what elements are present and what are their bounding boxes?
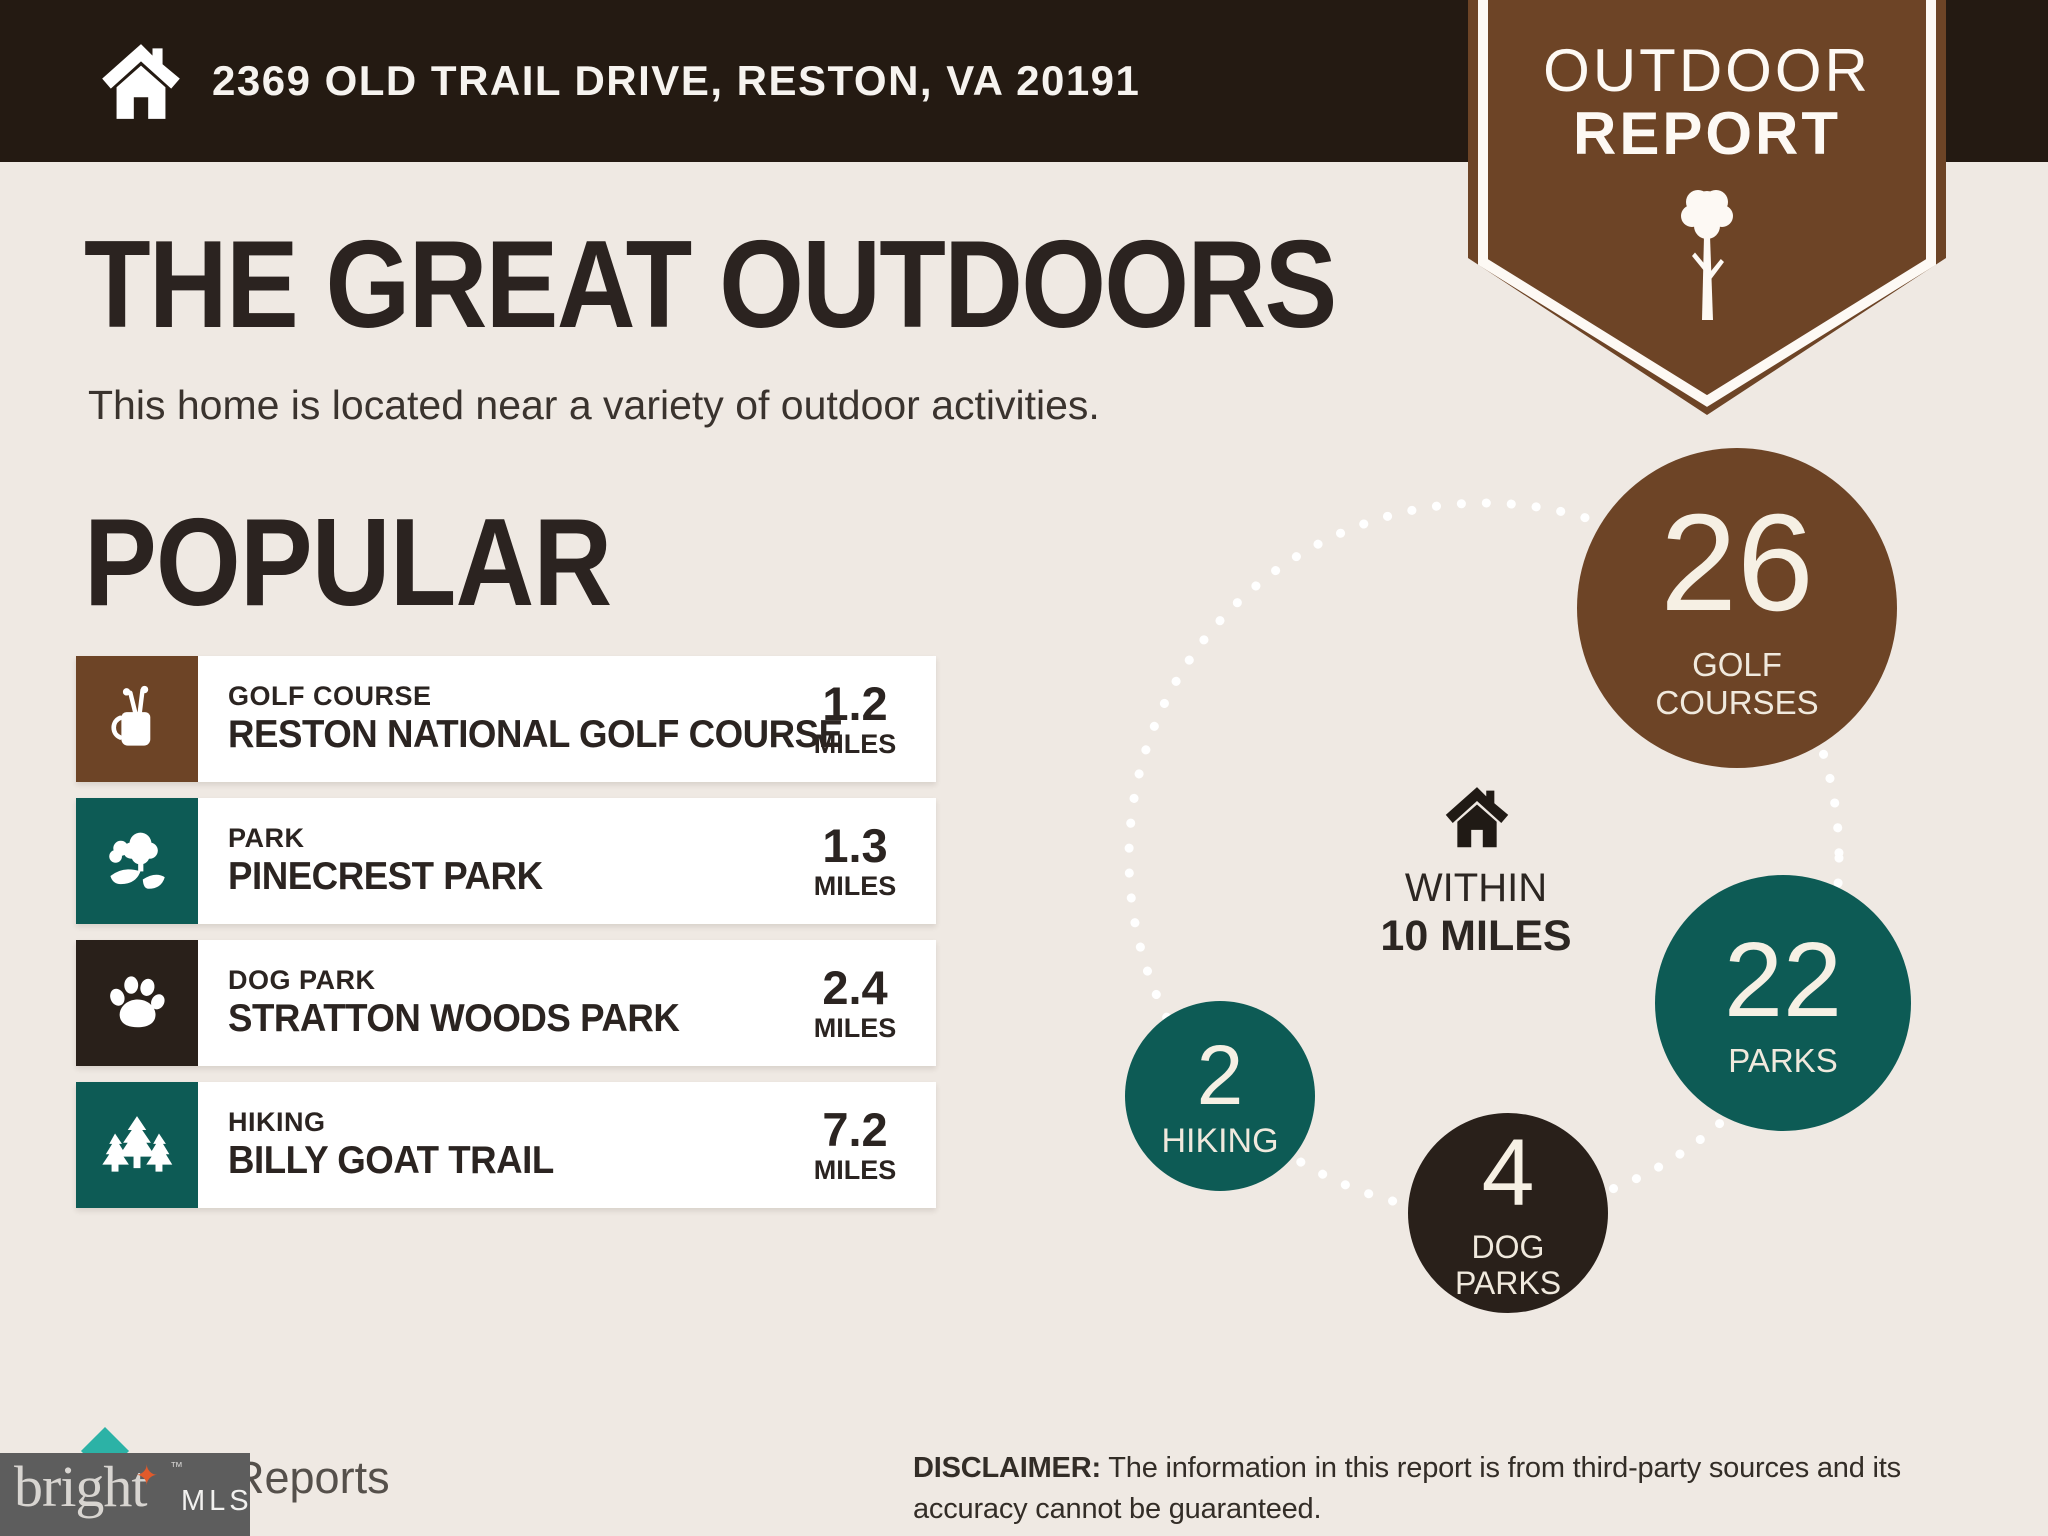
disclaimer-text: The information in this report is from t…	[913, 1452, 1901, 1525]
stat-label: COURSES	[1655, 684, 1819, 721]
poi-row-hiking: HIKING BILLY GOAT TRAIL 7.2 MILES	[76, 1082, 936, 1208]
brightmls-brand: bright	[14, 1454, 148, 1519]
brightmls-watermark: bright ✦ ™ MLS	[0, 1453, 250, 1536]
distance-value: 1.2	[822, 677, 888, 730]
poi-distance: 1.2 MILES	[780, 656, 936, 782]
poi-distance: 2.4 MILES	[780, 940, 936, 1066]
disclaimer: DISCLAIMER: The information in this repo…	[913, 1448, 1988, 1530]
hiking-tile	[76, 1082, 198, 1208]
radius-label-10-miles: 10 MILES	[1380, 912, 1572, 960]
poi-distance: 7.2 MILES	[780, 1082, 936, 1208]
poi-name: BILLY GOAT TRAIL	[228, 1139, 554, 1182]
tree-icon	[1681, 190, 1733, 320]
stat-dog-parks: 4 DOG PARKS	[1408, 1113, 1608, 1313]
home-location-icon	[1445, 787, 1509, 848]
radius-dotted-ring	[1124, 498, 1844, 1218]
page-title: THE GREAT OUTDOORS	[84, 216, 1337, 354]
page-subtitle: This home is located near a variety of o…	[88, 382, 1100, 428]
park-tile	[76, 798, 198, 924]
banner-line2: REPORT	[1572, 100, 1842, 167]
property-address: 2369 OLD TRAIL DRIVE, RESTON, VA 20191	[212, 57, 1141, 104]
distance-value: 2.4	[822, 961, 888, 1014]
distance-unit: MILES	[813, 1155, 897, 1185]
brightmls-suffix: MLS	[181, 1485, 253, 1517]
banner-line1: OUTDOOR	[1543, 37, 1871, 104]
stat-label: GOLF	[1692, 646, 1782, 683]
paw-print-icon	[110, 976, 165, 1028]
popular-heading: POPULAR	[84, 494, 612, 632]
distance-unit: MILES	[813, 871, 897, 901]
home-icon	[102, 44, 180, 119]
outdoor-report-banner: OUTDOOR REPORT	[1468, 0, 1946, 416]
golf-bag-icon	[111, 685, 151, 746]
stat-value: 22	[1724, 921, 1842, 1039]
trademark-symbol: ™	[170, 1459, 183, 1474]
poi-name: RESTON NATIONAL GOLF COURSE	[228, 713, 843, 756]
dog-park-tile	[76, 940, 198, 1066]
stat-value: 26	[1660, 486, 1814, 640]
poi-category: PARK	[228, 823, 305, 853]
poi-category: GOLF COURSE	[228, 681, 432, 711]
stat-label: PARKS	[1454, 1264, 1562, 1301]
stat-parks: 22 PARKS	[1655, 875, 1911, 1131]
stat-value: 2	[1196, 1028, 1244, 1122]
banner-ribbon	[1468, 0, 1946, 415]
disclaimer-label: DISCLAIMER:	[913, 1452, 1101, 1484]
poi-distance: 1.3 MILES	[780, 798, 936, 924]
pine-trees-icon	[102, 1116, 173, 1172]
radius-label-within: WITHIN	[1404, 866, 1548, 910]
poi-row-dog-park: DOG PARK STRATTON WOODS PARK 2.4 MILES	[76, 940, 936, 1066]
stat-value: 4	[1481, 1119, 1535, 1226]
stat-golf-courses: 26 GOLF COURSES	[1577, 448, 1897, 768]
stat-label: HIKING	[1161, 1122, 1279, 1160]
stat-label: PARKS	[1728, 1042, 1838, 1079]
golf-tile	[76, 656, 198, 782]
reports-logo-text: Reports	[232, 1452, 390, 1503]
poi-name: STRATTON WOODS PARK	[228, 997, 680, 1040]
poi-category: DOG PARK	[228, 965, 376, 995]
distance-unit: MILES	[813, 729, 897, 759]
distance-value: 1.3	[822, 819, 888, 872]
distance-unit: MILES	[813, 1013, 897, 1043]
distance-value: 7.2	[822, 1103, 888, 1156]
poi-row-golf-course: GOLF COURSE RESTON NATIONAL GOLF COURSE …	[76, 656, 936, 782]
star-icon: ✦	[135, 1460, 159, 1491]
poi-name: PINECREST PARK	[228, 855, 543, 898]
stat-hiking: 2 HIKING	[1125, 1001, 1315, 1191]
poi-row-park: PARK PINECREST PARK 1.3 MILES	[76, 798, 936, 924]
stat-label: DOG	[1471, 1228, 1545, 1265]
poi-category: HIKING	[228, 1107, 326, 1137]
park-tree-icon	[109, 832, 165, 889]
